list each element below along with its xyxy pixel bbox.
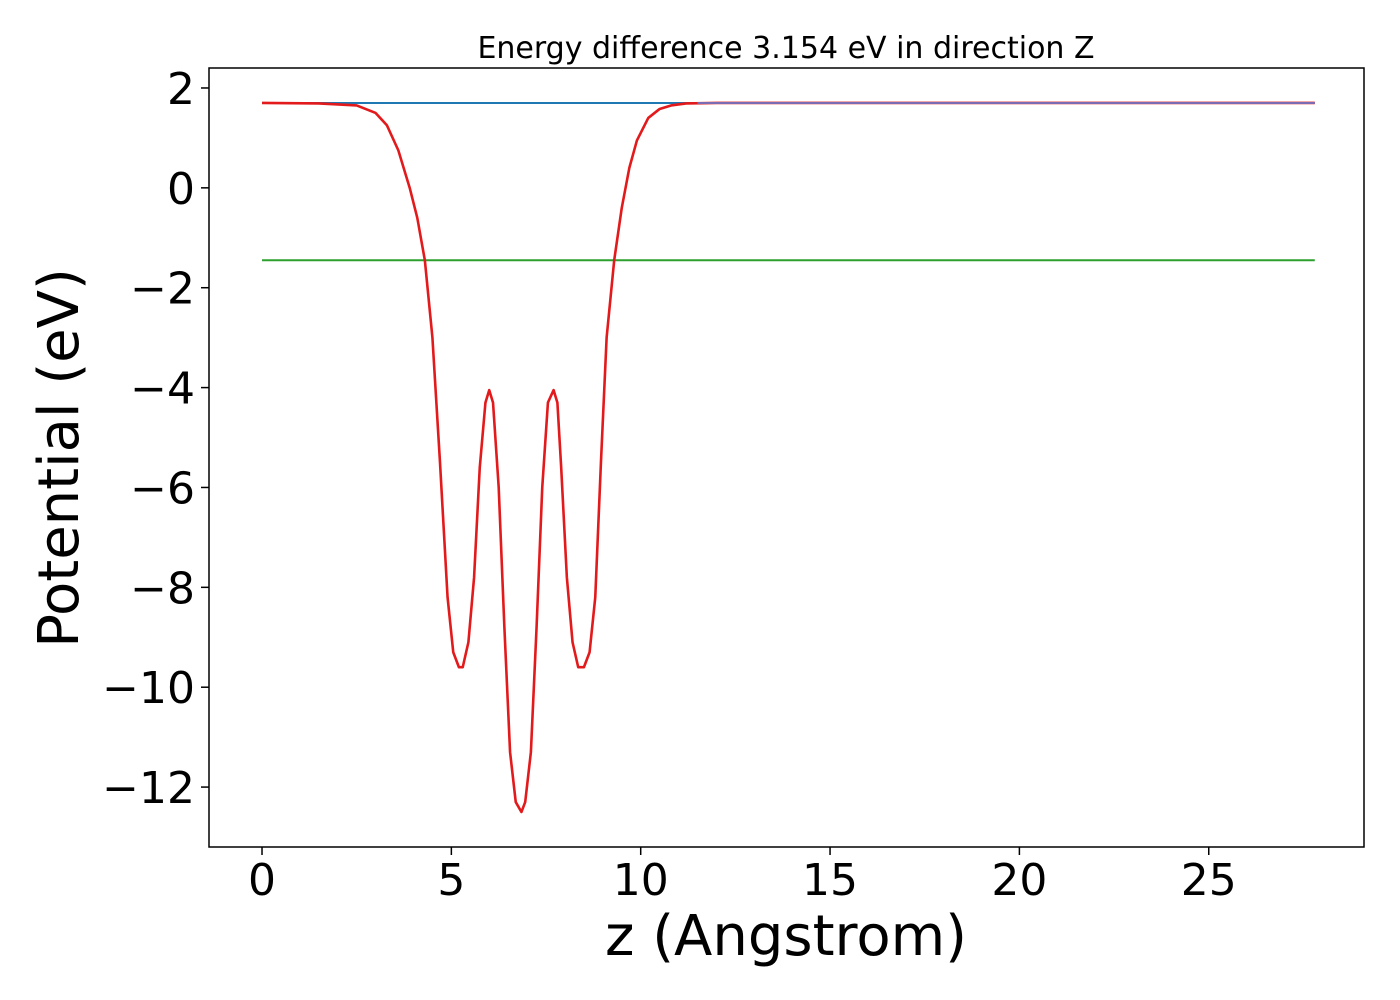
y-tick-label: −8 <box>130 563 195 614</box>
axes-frame <box>208 67 1365 848</box>
x-tick-label: 20 <box>991 855 1047 906</box>
y-axis: 2 0 −2 −4 −6 −8 −10 −12 <box>102 64 209 814</box>
series-layer <box>262 101 1315 814</box>
series-line-3 <box>262 101 1315 814</box>
y-tick-label: −12 <box>102 763 195 814</box>
x-tick-label: 5 <box>437 855 465 906</box>
y-axis-label: Potential (eV) <box>27 268 92 648</box>
chart-title: Energy difference 3.154 eV in direction … <box>477 31 1094 66</box>
y-tick-label: 0 <box>167 164 195 215</box>
y-tick-label: −10 <box>102 663 195 714</box>
x-tick-label: 25 <box>1181 855 1237 906</box>
x-tick-label: 10 <box>613 855 669 906</box>
x-tick-label: 15 <box>802 855 858 906</box>
y-tick-label: −6 <box>130 463 195 514</box>
x-tick-label: 0 <box>248 855 276 906</box>
y-tick-label: −2 <box>130 264 195 315</box>
x-axis: 0 5 10 15 20 25 <box>248 847 1237 906</box>
y-tick-label: −4 <box>130 364 195 415</box>
x-axis-label: z (Angstrom) <box>605 904 967 969</box>
y-tick-label: 2 <box>167 64 195 115</box>
